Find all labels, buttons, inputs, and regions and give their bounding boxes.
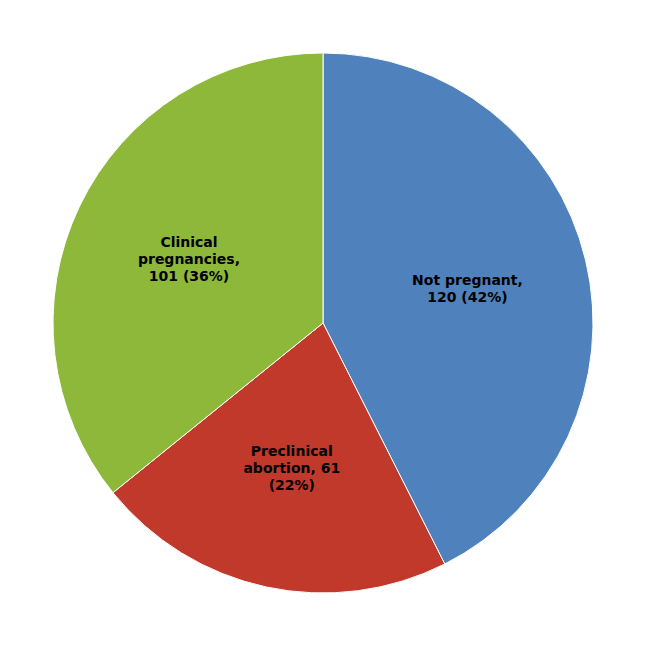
svg-text:Not pregnant,120 (42%): Not pregnant,120 (42%)	[412, 272, 523, 305]
svg-text:Preclinicalabortion, 61(22%): Preclinicalabortion, 61(22%)	[243, 443, 340, 493]
svg-text:Clinicalpregnancies,101 (36%): Clinicalpregnancies,101 (36%)	[138, 234, 240, 284]
